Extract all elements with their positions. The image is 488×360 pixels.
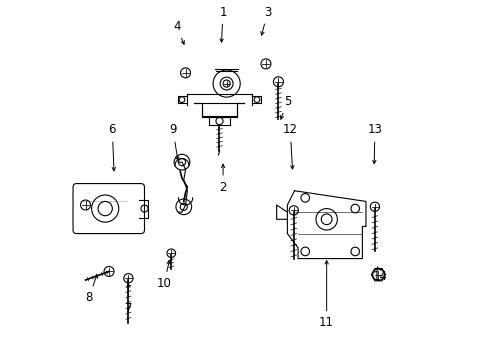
Text: 7: 7 [124,284,132,315]
Text: 9: 9 [169,123,179,160]
Text: 4: 4 [173,20,184,44]
Text: 3: 3 [260,6,271,35]
Text: 8: 8 [85,275,97,305]
Text: 14: 14 [372,267,387,283]
Text: 10: 10 [156,261,171,290]
Text: 5: 5 [280,95,290,119]
Text: 2: 2 [219,164,226,194]
Text: 12: 12 [282,123,297,169]
Text: 13: 13 [366,123,382,164]
Text: 11: 11 [319,261,333,329]
Text: 6: 6 [108,123,116,171]
Text: 1: 1 [219,6,226,42]
FancyBboxPatch shape [73,184,144,234]
